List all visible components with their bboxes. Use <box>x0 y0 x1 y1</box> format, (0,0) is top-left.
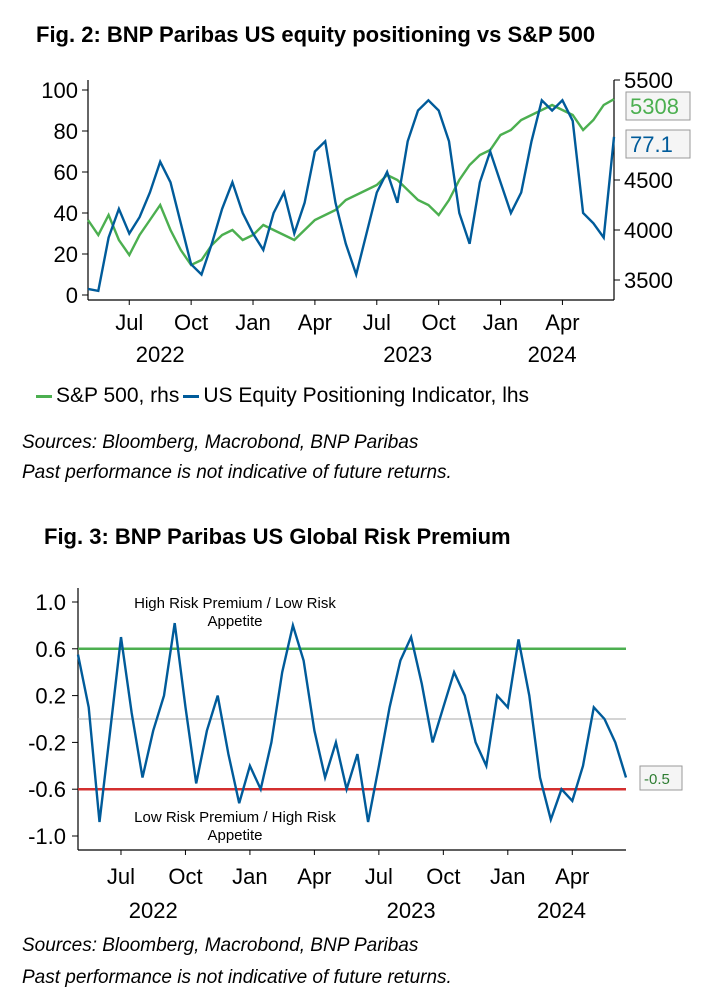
fig3-high-risk-label: High Risk Premium / Low Risk <box>134 595 336 612</box>
fig3-high-risk-label-2: Appetite <box>207 613 262 630</box>
fig2-x-tick-label: Jan <box>483 310 518 335</box>
fig3-y-tick-label: -0.2 <box>28 730 66 755</box>
fig2-right-tick-label: 5500 <box>624 68 673 93</box>
legend-item-sp500: S&P 500, rhs <box>36 384 179 408</box>
fig2-positioning-line <box>87 97 616 293</box>
fig2-year-label: 2024 <box>528 342 577 367</box>
fig2-sp500-end-label: 5308 <box>630 94 679 119</box>
fig3-y-tick-label: -1.0 <box>28 824 66 849</box>
fig3-disclaimer: Past performance is not indicative of fu… <box>22 967 452 988</box>
fig3-x-tick-label: Apr <box>297 864 331 889</box>
legend-swatch-sp500 <box>36 394 52 398</box>
legend-label-sp500: S&P 500, rhs <box>56 384 180 407</box>
legend-swatch-positioning <box>183 394 200 398</box>
fig3-x-tick-label: Oct <box>168 864 202 889</box>
fig2-x-tick-label: Jul <box>363 310 391 335</box>
fig2-positioning-end-box <box>625 129 691 159</box>
fig3-x-tick-label: Jan <box>232 864 267 889</box>
fig2-x-tick-label: Apr <box>545 310 579 335</box>
legend-item-positioning: US Equity Positioning Indicator, lhs <box>183 384 529 408</box>
fig3-y-tick-label: 1.0 <box>35 590 66 615</box>
fig3-x-tick-label: Jul <box>107 864 135 889</box>
fig3-end-box <box>639 765 683 791</box>
fig2-left-tick-label: 80 <box>54 119 78 144</box>
fig3-year-label: 2022 <box>129 898 178 923</box>
fig2-right-tick-label: 4000 <box>624 218 673 243</box>
fig3-low-risk-label: Low Risk Premium / High Risk <box>134 809 336 826</box>
fig2-x-tick-label: Jul <box>115 310 143 335</box>
fig2-sources: Sources: Bloomberg, Macrobond, BNP Parib… <box>22 432 419 453</box>
fig2-x-tick-label: Apr <box>298 310 332 335</box>
fig2-disclaimer: Past performance is not indicative of fu… <box>22 462 452 483</box>
fig2-title: Fig. 2: BNP Paribas US equity positionin… <box>36 22 596 47</box>
fig2-left-tick-label: 0 <box>66 283 78 308</box>
fig2-x-tick-label: Oct <box>422 310 456 335</box>
fig3-x-tick-label: Apr <box>555 864 589 889</box>
fig3-x-tick-label: Oct <box>426 864 460 889</box>
fig3-y-tick-label: 0.6 <box>35 637 66 662</box>
fig2-left-tick-label: 100 <box>41 78 78 103</box>
fig2-left-tick-label: 60 <box>54 160 78 185</box>
fig3-x-tick-label: Jan <box>490 864 525 889</box>
fig2-year-label: 2023 <box>383 342 432 367</box>
fig2-left-tick-label: 40 <box>54 201 78 226</box>
fig3-title: Fig. 3: BNP Paribas US Global Risk Premi… <box>44 524 511 549</box>
fig2-right-tick-label: 3500 <box>624 268 673 293</box>
fig3-year-label: 2023 <box>387 898 436 923</box>
fig3-y-tick-label: -0.6 <box>28 777 66 802</box>
fig2-positioning-end-label: 77.1 <box>630 132 673 157</box>
fig2-x-tick-label: Oct <box>174 310 208 335</box>
fig3-risk-premium-line <box>76 620 628 824</box>
fig3-sources: Sources: Bloomberg, Macrobond, BNP Parib… <box>22 935 419 956</box>
fig3-chart: 1.0 0.6 0.2 -0.2 -0.6 -1.0 High Risk Premium /… <box>28 588 683 923</box>
fig2-sp500-line <box>87 98 615 267</box>
fig2-right-tick-label: 4500 <box>624 168 673 193</box>
fig3-year-label: 2024 <box>537 898 586 923</box>
fig2-year-label: 2022 <box>136 342 185 367</box>
fig3-end-label: -0.5 <box>644 771 670 788</box>
fig3-y-tick-label: 0.2 <box>35 684 66 709</box>
fig3-x-tick-label: Jul <box>365 864 393 889</box>
fig2-x-tick-label: Jan <box>235 310 270 335</box>
fig2-sp500-end-box <box>625 91 691 121</box>
fig2-legend: S&P 500, rhs US Equity Positioning Indic… <box>36 384 533 408</box>
fig3-low-risk-label-2: Appetite <box>207 827 262 844</box>
legend-label-positioning: US Equity Positioning Indicator, lhs <box>203 384 530 407</box>
fig2-chart: 0 20 40 60 80 100 3500 4000 4500 5500 Jul Oct Jan Apr… <box>41 68 691 367</box>
fig2-left-tick-label: 20 <box>54 242 78 267</box>
